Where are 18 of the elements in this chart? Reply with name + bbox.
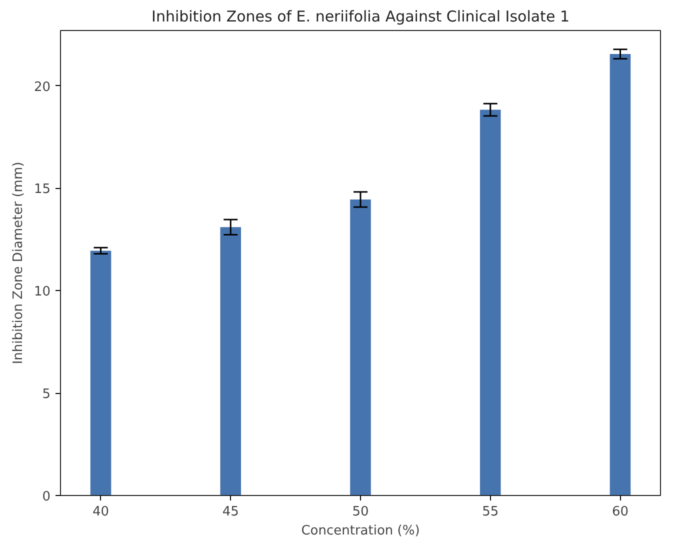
bar xyxy=(220,227,242,496)
x-tick-label: 55 xyxy=(482,504,499,520)
bar xyxy=(480,110,501,496)
bar xyxy=(90,250,112,496)
y-tick-label: 5 xyxy=(42,387,51,402)
y-tick-label: 20 xyxy=(34,80,51,95)
y-tick-label: 0 xyxy=(42,490,51,504)
bar xyxy=(350,200,371,496)
chart-title: Inhibition Zones of E. neriifolia Against Clinical Isolate 1 xyxy=(152,8,570,26)
bar xyxy=(610,54,631,496)
x-tick-label: 45 xyxy=(222,504,239,520)
x-tick-label: 40 xyxy=(92,504,110,520)
x-tick-label: 50 xyxy=(352,504,369,520)
y-tick-label: 15 xyxy=(34,182,51,198)
y-axis-title: Inhibition Zone Diameter (mm) xyxy=(10,162,26,364)
y-tick-label: 10 xyxy=(34,284,51,300)
x-tick-label: 60 xyxy=(612,504,629,520)
x-axis-title: Concentration (%) xyxy=(301,524,420,538)
